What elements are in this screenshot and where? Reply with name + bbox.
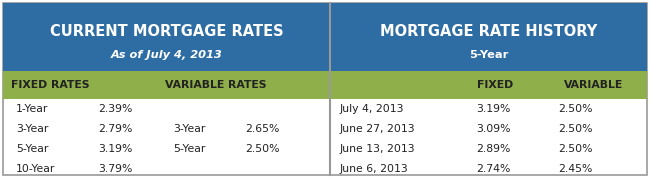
Text: 2.50%: 2.50% xyxy=(558,144,593,154)
Text: 3.19%: 3.19% xyxy=(476,104,510,114)
Text: 3-Year: 3-Year xyxy=(173,124,205,134)
Text: 2.50%: 2.50% xyxy=(558,124,593,134)
Text: MORTGAGE RATE HISTORY: MORTGAGE RATE HISTORY xyxy=(380,24,597,39)
Text: CURRENT MORTGAGE RATES: CURRENT MORTGAGE RATES xyxy=(49,24,283,39)
Text: 5-Year: 5-Year xyxy=(16,144,49,154)
Text: 2.39%: 2.39% xyxy=(98,104,132,114)
Text: 3.79%: 3.79% xyxy=(98,164,132,174)
Text: June 6, 2013: June 6, 2013 xyxy=(339,164,408,174)
Text: FIXED: FIXED xyxy=(476,80,513,90)
Text: 2.74%: 2.74% xyxy=(476,164,510,174)
Text: June 27, 2013: June 27, 2013 xyxy=(339,124,415,134)
Text: June 13, 2013: June 13, 2013 xyxy=(339,144,415,154)
Text: 2.50%: 2.50% xyxy=(558,104,593,114)
Text: As of July 4, 2013: As of July 4, 2013 xyxy=(111,50,222,60)
Text: 2.79%: 2.79% xyxy=(98,124,132,134)
Text: 2.45%: 2.45% xyxy=(558,164,593,174)
Text: July 4, 2013: July 4, 2013 xyxy=(339,104,404,114)
Text: 2.65%: 2.65% xyxy=(245,124,280,134)
Text: FIXED RATES: FIXED RATES xyxy=(11,80,90,90)
Bar xyxy=(3,71,330,99)
Text: 2.89%: 2.89% xyxy=(476,144,510,154)
Text: 10-Year: 10-Year xyxy=(16,164,55,174)
Text: VARIABLE: VARIABLE xyxy=(564,80,623,90)
Text: 3.19%: 3.19% xyxy=(98,144,132,154)
Text: 5-Year: 5-Year xyxy=(469,50,508,60)
Text: VARIABLE RATES: VARIABLE RATES xyxy=(165,80,266,90)
Bar xyxy=(330,3,647,71)
Text: 3.09%: 3.09% xyxy=(476,124,510,134)
Text: 1-Year: 1-Year xyxy=(16,104,49,114)
Text: 2.50%: 2.50% xyxy=(245,144,280,154)
Text: 3-Year: 3-Year xyxy=(16,124,49,134)
Bar xyxy=(330,71,647,99)
Text: 5-Year: 5-Year xyxy=(173,144,205,154)
Bar xyxy=(3,3,330,71)
